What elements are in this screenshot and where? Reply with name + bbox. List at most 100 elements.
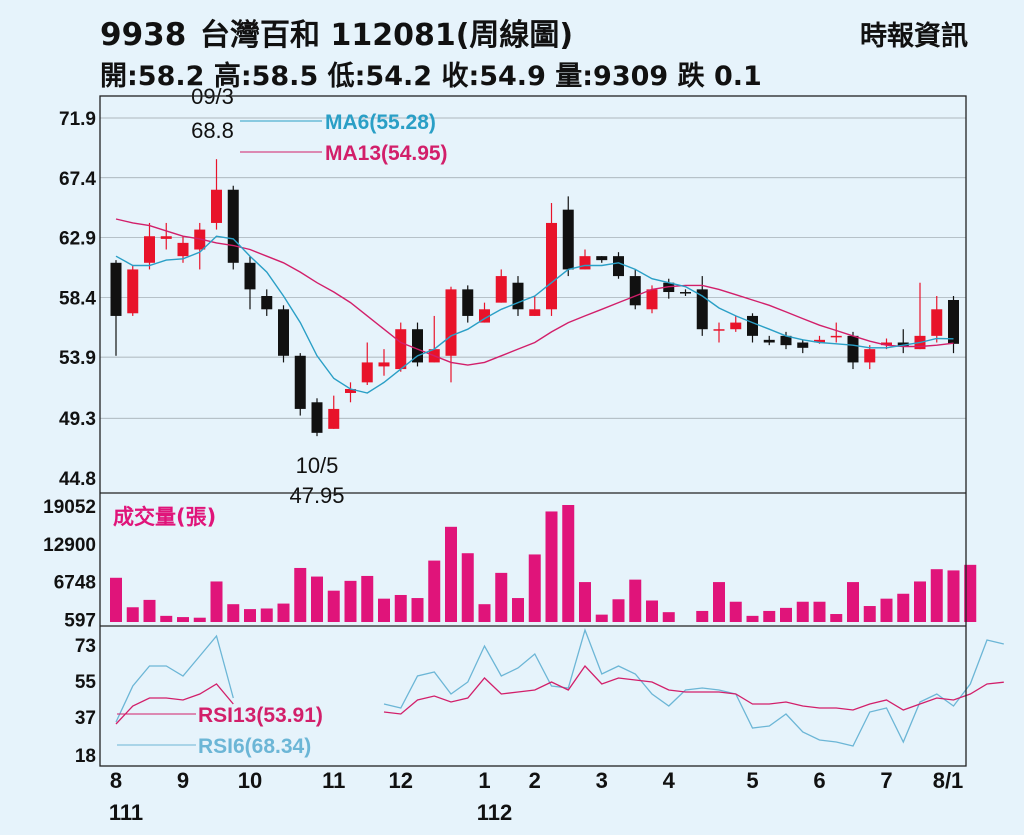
candle-body	[345, 388, 356, 393]
candle-body	[613, 256, 624, 277]
price-tick-label: 71.9	[59, 109, 96, 130]
rsi13-line	[115, 664, 1004, 725]
rsi-tick-label: 37	[75, 708, 96, 729]
candle-body	[361, 362, 373, 383]
x-tick-label: 11	[322, 768, 345, 793]
candle-body	[227, 189, 239, 263]
source-label: 時報資訊	[860, 20, 968, 52]
price-tick-label: 58.4	[59, 288, 96, 309]
volume-bar	[160, 615, 173, 622]
volume-bar	[227, 604, 240, 622]
rsi-tick-label: 18	[75, 746, 96, 767]
volume-bar	[562, 505, 575, 622]
candle-body	[680, 292, 691, 294]
volume-bar	[729, 601, 742, 622]
volume-bar	[110, 577, 122, 622]
candle-body	[830, 335, 842, 338]
rsi6-line	[115, 627, 1004, 747]
volume-tick-label: 597	[64, 610, 96, 631]
candle-body	[395, 329, 407, 370]
price-tick-label: 49.3	[59, 409, 96, 430]
volume-bar	[378, 598, 390, 622]
candle-body	[730, 322, 742, 330]
volume-bar	[746, 615, 759, 622]
candle-body	[780, 335, 792, 346]
candle-body	[144, 236, 155, 263]
volume-bar	[880, 598, 893, 622]
volume-bar	[646, 600, 658, 622]
x-year-label: 112	[477, 800, 513, 825]
candle-body	[864, 349, 876, 363]
legend-label: RSI13(53.91)	[198, 704, 323, 727]
volume-bar	[394, 594, 407, 622]
volume-bar	[210, 581, 223, 622]
volume-bar	[780, 607, 792, 622]
annotation-date: 10/5	[296, 453, 339, 478]
volume-bar	[713, 582, 725, 622]
candle-body	[696, 289, 708, 330]
candle-body	[797, 342, 809, 348]
candle-body	[814, 339, 825, 343]
volume-bar	[277, 603, 290, 622]
volume-bar	[294, 567, 307, 622]
rsi-tick-label: 73	[75, 636, 96, 657]
volume-bar	[177, 617, 189, 622]
x-tick-label: 1	[478, 768, 490, 793]
volume-bar	[311, 576, 323, 622]
ma6-line	[115, 235, 954, 394]
volume-bar	[445, 526, 457, 622]
volume-title: 成交量(張)	[113, 505, 216, 529]
legend-label: MA13(54.95)	[325, 142, 448, 165]
plot-frame	[99, 95, 967, 767]
volume-bar	[830, 614, 843, 622]
volume-tick-label: 19052	[43, 497, 96, 518]
price-tick-label: 44.8	[59, 469, 96, 490]
candle-body	[579, 256, 591, 270]
candle-body	[211, 189, 222, 223]
candle-body	[462, 289, 474, 316]
volume-bar	[595, 614, 608, 622]
candle-body	[747, 315, 758, 336]
price-tick-label: 62.9	[59, 229, 96, 250]
volume-bar	[629, 579, 642, 622]
price-panel: 71.9 67.4 62.9 58.4 53.9 49.3 44.8 MA6(55.28) MA…	[59, 84, 966, 508]
x-year-label: 111	[109, 800, 143, 825]
candle-body	[244, 262, 256, 290]
volume-bar	[796, 601, 809, 622]
volume-bar	[126, 607, 139, 622]
x-tick-label: 9	[177, 768, 189, 793]
volume-bar	[244, 609, 256, 622]
candle-body	[881, 342, 892, 346]
ma13-line	[115, 218, 954, 366]
x-tick-label: 12	[389, 768, 413, 793]
legend-label: MA6(55.28)	[325, 111, 436, 134]
x-tick-label: 8/1	[933, 768, 964, 793]
title-name: 台灣百和 112081(周線圖)	[200, 18, 573, 53]
volume-bar	[411, 598, 424, 622]
x-tick-label: 4	[663, 768, 676, 793]
x-tick-label: 7	[880, 768, 892, 793]
volume-bar	[763, 610, 776, 622]
candle-body	[596, 256, 608, 261]
volume-bar	[361, 575, 374, 622]
candle-body	[110, 262, 122, 316]
volume-bar	[193, 617, 206, 622]
rsi-tick-label: 55	[75, 672, 97, 693]
candle-body	[479, 309, 490, 323]
candle-body	[713, 329, 725, 331]
x-tick-label: 6	[813, 768, 825, 793]
candle-body	[328, 408, 340, 429]
candle-body	[847, 335, 859, 363]
candle-body	[127, 269, 139, 314]
candle-body	[948, 299, 959, 344]
volume-bar	[847, 582, 859, 622]
candle-body	[278, 309, 289, 356]
volume-bar	[947, 570, 960, 622]
volume-bar	[914, 581, 926, 622]
volume-bar	[545, 511, 558, 622]
volume-bar	[478, 604, 491, 622]
volume-bar	[528, 554, 541, 622]
candle-body	[931, 309, 943, 336]
volume-bar	[344, 580, 357, 622]
